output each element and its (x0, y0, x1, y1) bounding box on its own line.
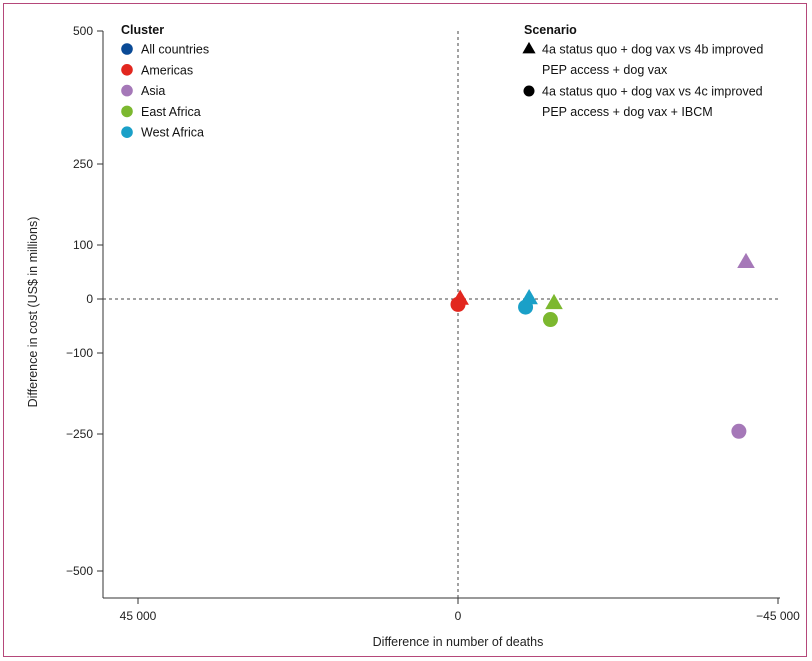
scenario-label-line2: PEP access + dog vax (542, 63, 668, 77)
point-east-africa-circle (542, 312, 558, 328)
figure-frame (3, 3, 807, 657)
y-tick-label: 500 (73, 24, 93, 38)
data-points (450, 252, 755, 439)
legend-swatch-west-africa (121, 126, 133, 138)
legend-label-americas: Americas (141, 63, 193, 77)
scenario-legend: Scenario 4a status quo + dog vax vs 4b im… (522, 23, 763, 119)
legend-swatch-asia (121, 84, 133, 97)
x-tick-label: −45 000 (756, 609, 800, 623)
legend-label-asia: Asia (141, 84, 165, 98)
scenario-label-line1: 4a status quo + dog vax vs 4c improved (542, 85, 763, 99)
y-tick-label: 250 (73, 157, 93, 171)
y-tick-label: 100 (73, 238, 93, 252)
legend-label-all-countries: All countries (141, 43, 209, 57)
legend-label-west-africa: West Africa (141, 126, 204, 140)
scenario-label-line2: PEP access + dog vax + IBCM (542, 105, 713, 119)
legend-swatch-americas (121, 64, 133, 76)
x-tick-label: 0 (455, 609, 462, 623)
scenario-legend-title: Scenario (524, 23, 577, 37)
axes (97, 30, 780, 604)
y-tick-label: −500 (66, 564, 93, 578)
y-tick-label: −100 (66, 346, 93, 360)
scenario-triangle-icon (522, 41, 536, 54)
x-tick-label: 45 000 (120, 609, 157, 623)
point-americas-circle (450, 296, 466, 312)
reference-lines (103, 31, 780, 598)
scenario-circle-icon (523, 85, 535, 97)
scenario-label-line1: 4a status quo + dog vax vs 4b improved (542, 43, 763, 57)
point-west-africa-circle (518, 299, 534, 315)
legend-swatch-all-countries (121, 43, 133, 55)
x-axis-title: Difference in number of deaths (373, 635, 544, 649)
y-tick-label: 0 (86, 292, 93, 306)
y-tick-label: −250 (66, 427, 93, 441)
legend-swatch-east-africa (121, 105, 133, 118)
cluster-legend: Cluster All countries Americas Asia East Afr… (121, 23, 209, 140)
cluster-legend-title: Cluster (121, 23, 164, 37)
legend-label-east-africa: East Africa (141, 105, 201, 119)
y-axis-title: Difference in cost (US$ in millions) (26, 217, 40, 408)
point-asia-triangle (737, 252, 755, 269)
point-asia-circle (731, 423, 747, 439)
point-east-africa-triangle (545, 293, 563, 310)
